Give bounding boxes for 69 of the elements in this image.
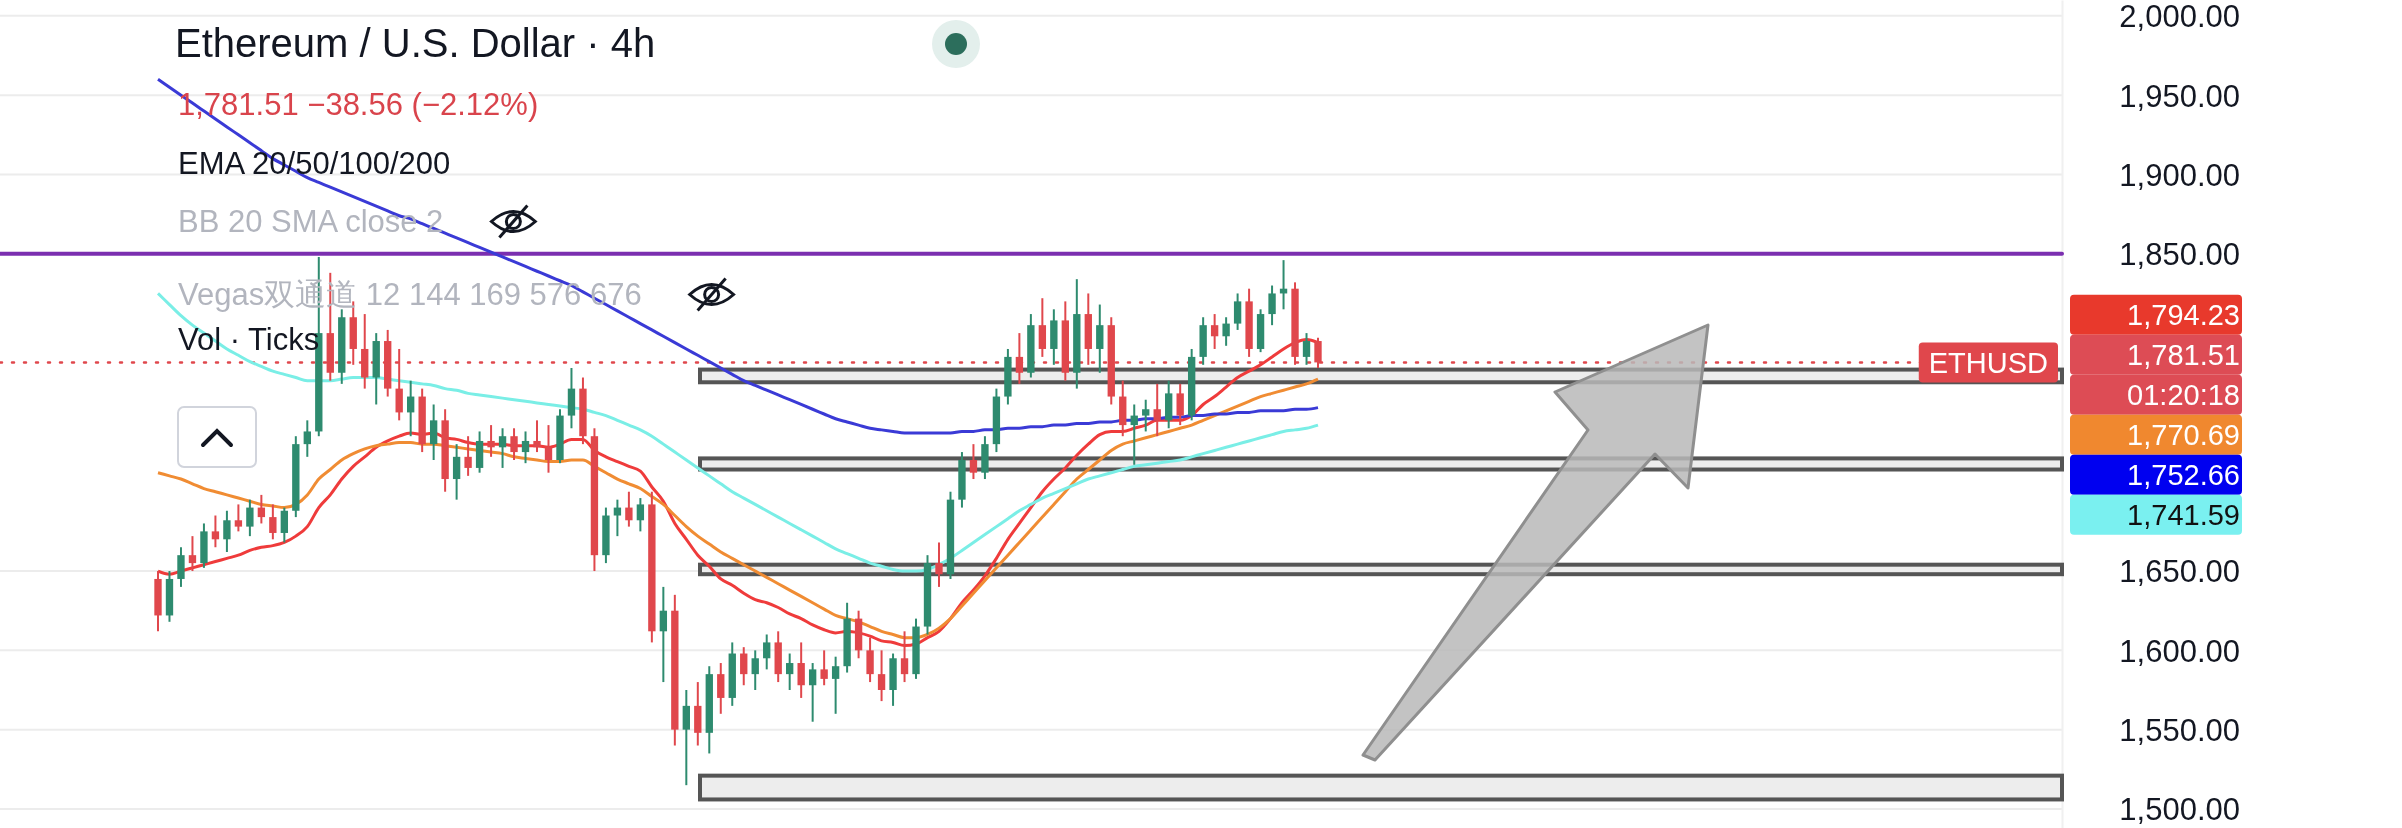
- candlestick: [1153, 382, 1161, 438]
- ref-line-label: ETHUSD: [1928, 346, 2048, 379]
- candlestick: [510, 427, 518, 461]
- candlestick: [969, 443, 978, 481]
- candlestick: [1015, 332, 1024, 385]
- y-tick-label: 1,600.00: [2119, 633, 2240, 669]
- y-tick-label: 1,650.00: [2119, 554, 2240, 590]
- candlestick: [717, 662, 725, 715]
- text: 1,781.51: [2127, 338, 2240, 371]
- candlestick: [280, 506, 289, 544]
- candlestick: [935, 541, 943, 588]
- y-tick-label: 1,500.00: [2119, 792, 2240, 828]
- candlestick: [257, 493, 266, 525]
- candlestick: [1096, 303, 1104, 374]
- text: 1,770.69: [2127, 418, 2240, 451]
- candlestick: [246, 498, 254, 538]
- candlestick: [751, 649, 759, 691]
- candlestick: [487, 424, 495, 458]
- candlestick: [786, 652, 794, 691]
- y-tick-label: 1,850.00: [2119, 237, 2240, 273]
- text: Ethereum / U.S. Dollar · 4h: [175, 21, 656, 65]
- candlestick: [1222, 316, 1230, 347]
- candlestick: [464, 435, 472, 477]
- candlestick: [1233, 292, 1242, 331]
- candlestick: [1130, 403, 1138, 466]
- candlestick: [1176, 382, 1184, 427]
- candlestick: [188, 535, 197, 573]
- candlestick: [682, 689, 690, 787]
- candlestick: [521, 430, 530, 465]
- y-tick-label: 2,000.00: [2119, 0, 2240, 35]
- candlestick: [429, 403, 438, 461]
- candlestick: [1268, 284, 1276, 327]
- candlestick: [1210, 313, 1219, 350]
- y-tick-label: 1,900.00: [2119, 157, 2240, 193]
- candlestick: [211, 514, 220, 549]
- y-tick-label: 1,950.00: [2119, 78, 2240, 114]
- candlestick: [1142, 398, 1150, 433]
- line-series: [156, 377, 1320, 640]
- candlestick: [177, 546, 185, 588]
- candlestick: [407, 379, 415, 438]
- candlestick: [234, 503, 243, 533]
- candlestick: [498, 427, 507, 469]
- candlestick: [820, 649, 828, 687]
- candlestick: [877, 649, 886, 703]
- candlestick: [1038, 297, 1047, 358]
- candlestick: [659, 585, 668, 684]
- line-series: [156, 77, 1320, 435]
- candlestick: [797, 641, 805, 699]
- candlestick: [613, 498, 622, 538]
- candlestick: [866, 636, 874, 684]
- candlestick: [533, 419, 541, 454]
- candlestick: [900, 630, 909, 684]
- y-tick-label: 1,550.00: [2119, 713, 2240, 749]
- text: 01:20:18: [2127, 378, 2240, 411]
- text: 1,752.66: [2127, 458, 2240, 491]
- candlestick: [223, 509, 231, 553]
- text: 1,794.23: [2127, 298, 2240, 331]
- candlestick: [303, 419, 311, 458]
- candlestick: [269, 503, 277, 541]
- candlestick: [544, 424, 553, 474]
- candlestick: [1302, 332, 1311, 366]
- candlestick: [763, 633, 771, 671]
- candlestick: [831, 655, 840, 715]
- text: 1,741.59: [2127, 498, 2240, 531]
- candlestick: [740, 646, 748, 687]
- candlestick: [452, 443, 461, 501]
- candlestick: [625, 490, 633, 528]
- candlestick: [808, 662, 817, 723]
- candlestick: [636, 497, 645, 533]
